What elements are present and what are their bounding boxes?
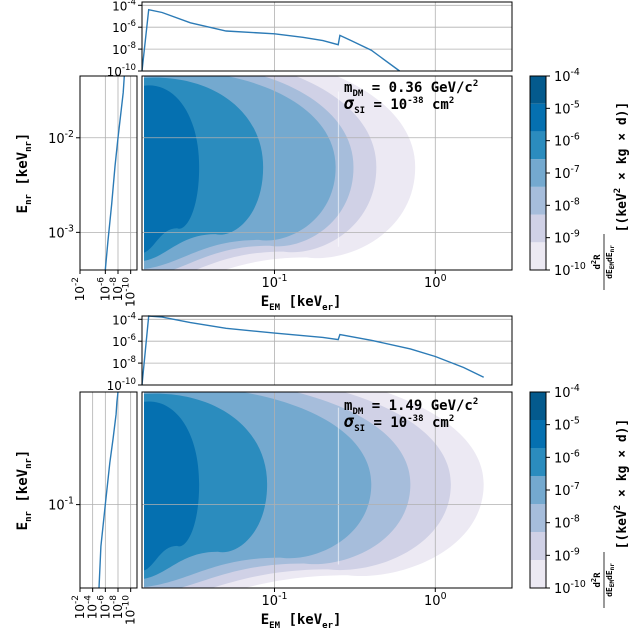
left-frame — [79, 391, 138, 589]
left-x-tick-label: 10-10 — [122, 277, 138, 307]
colorbar-tick-label: 10-7 — [554, 164, 580, 182]
colorbar-tick-label: 10-7 — [554, 481, 580, 499]
colorbar-tick-label: 10-8 — [554, 196, 580, 214]
top-marginal-curve — [141, 8, 401, 72]
main-frame — [141, 75, 513, 271]
colorbar-label-denominator: dEEMdEnr — [605, 563, 616, 597]
colorbar-label: [(keV2 × kg × d)] — [613, 419, 630, 550]
annotation-mass: mDM = 0.36 GeV/c2 — [344, 79, 478, 99]
colorbar-band — [530, 159, 546, 187]
contour-level-6 — [144, 85, 200, 253]
colorbar-tick-label: 10-4 — [554, 383, 580, 401]
colorbar-tick-label: 10-6 — [554, 448, 580, 466]
colorbar-tick-label: 10-9 — [554, 229, 580, 247]
colorbar-band — [530, 214, 546, 243]
contour-level-6 — [144, 401, 200, 571]
left-x-tick-label: 10-2 — [71, 595, 87, 619]
top-frame — [141, 1, 513, 72]
top-y-tick-label: 10-8 — [112, 41, 136, 57]
left-y-tick-label: 10-1 — [48, 496, 74, 514]
colorbar-band — [530, 186, 546, 215]
left-y-tick-label: 10-2 — [48, 129, 74, 147]
left-marginal-curve — [98, 391, 119, 589]
top-y-tick-label: 10-10 — [107, 377, 136, 393]
annotation-cross-section: σSI = 10-38 cm2 — [343, 94, 454, 116]
x-tick-label: 100 — [424, 591, 447, 609]
left-frame — [79, 75, 138, 271]
top-bg — [142, 2, 512, 71]
top-frame — [141, 315, 513, 386]
left-x-tick-label: 10-6 — [96, 277, 112, 302]
colorbar-label-fraction: d2R — [590, 254, 603, 270]
colorbar-band — [530, 448, 546, 476]
left-x-tick-label: 10-10 — [122, 595, 138, 625]
colorbar-band — [530, 131, 546, 160]
colorbar-tick-label: 10-9 — [554, 546, 580, 564]
colorbar-label-fraction: d2R — [590, 572, 603, 588]
colorbar-tick-label: 10-5 — [554, 416, 580, 434]
colorbar-band — [530, 420, 546, 448]
colorbar-tick-label: 10-5 — [554, 99, 580, 117]
colorbar-tick-label: 10-6 — [554, 132, 580, 150]
left-bg — [80, 392, 137, 588]
top-y-tick-label: 10-4 — [112, 311, 136, 327]
colorbar-band — [530, 532, 546, 560]
colorbar-band — [530, 476, 546, 504]
colorbar-label-denominator: dEEMdEnr — [605, 245, 616, 279]
main-frame — [141, 391, 513, 589]
colorbar-band — [530, 560, 546, 588]
colorbar-band — [530, 504, 546, 532]
top-bg — [142, 316, 512, 385]
top-y-tick-label: 10-4 — [112, 0, 136, 13]
x-axis-label: EEM [keVer] — [261, 294, 342, 313]
x-tick-label: 10-1 — [262, 273, 288, 291]
left-x-tick-label: 10-6 — [96, 595, 112, 620]
left-x-tick-label: 10-8 — [109, 277, 125, 302]
colorbar-tick-label: 10-8 — [554, 514, 580, 532]
x-axis-label: EEM [keVer] — [261, 612, 342, 631]
top-y-tick-label: 10-8 — [112, 355, 136, 371]
annotation-mass: mDM = 1.49 GeV/c2 — [344, 397, 478, 417]
left-marginal-curve — [104, 75, 125, 271]
x-tick-label: 100 — [424, 273, 447, 291]
colorbar-band — [530, 76, 546, 104]
x-tick-label: 10-1 — [262, 591, 288, 609]
annotation-cross-section: σSI = 10-38 cm2 — [343, 412, 454, 434]
colorbar-tick-label: 10-10 — [554, 579, 586, 597]
left-x-tick-label: 10-2 — [71, 277, 87, 301]
colorbar-tick-label: 10-4 — [554, 67, 580, 85]
contour-group — [142, 76, 512, 270]
colorbar-band — [530, 103, 546, 132]
contour-group — [142, 392, 512, 588]
y-axis-label: Enr [keVnr] — [15, 450, 34, 531]
top-marginal-curve — [141, 315, 485, 386]
y-axis-label: Enr [keVnr] — [15, 133, 34, 214]
left-x-tick-label: 10-8 — [109, 595, 125, 620]
colorbar-tick-label: 10-10 — [554, 261, 586, 279]
left-x-tick-label: 10-4 — [84, 595, 100, 620]
colorbar-band — [530, 392, 546, 420]
left-y-tick-label: 10-3 — [48, 223, 74, 241]
colorbar-band — [530, 242, 546, 270]
colorbar-label: [(keV2 × kg × d)] — [613, 102, 630, 233]
top-y-tick-label: 10-6 — [112, 333, 136, 349]
top-y-tick-label: 10-6 — [112, 19, 136, 35]
